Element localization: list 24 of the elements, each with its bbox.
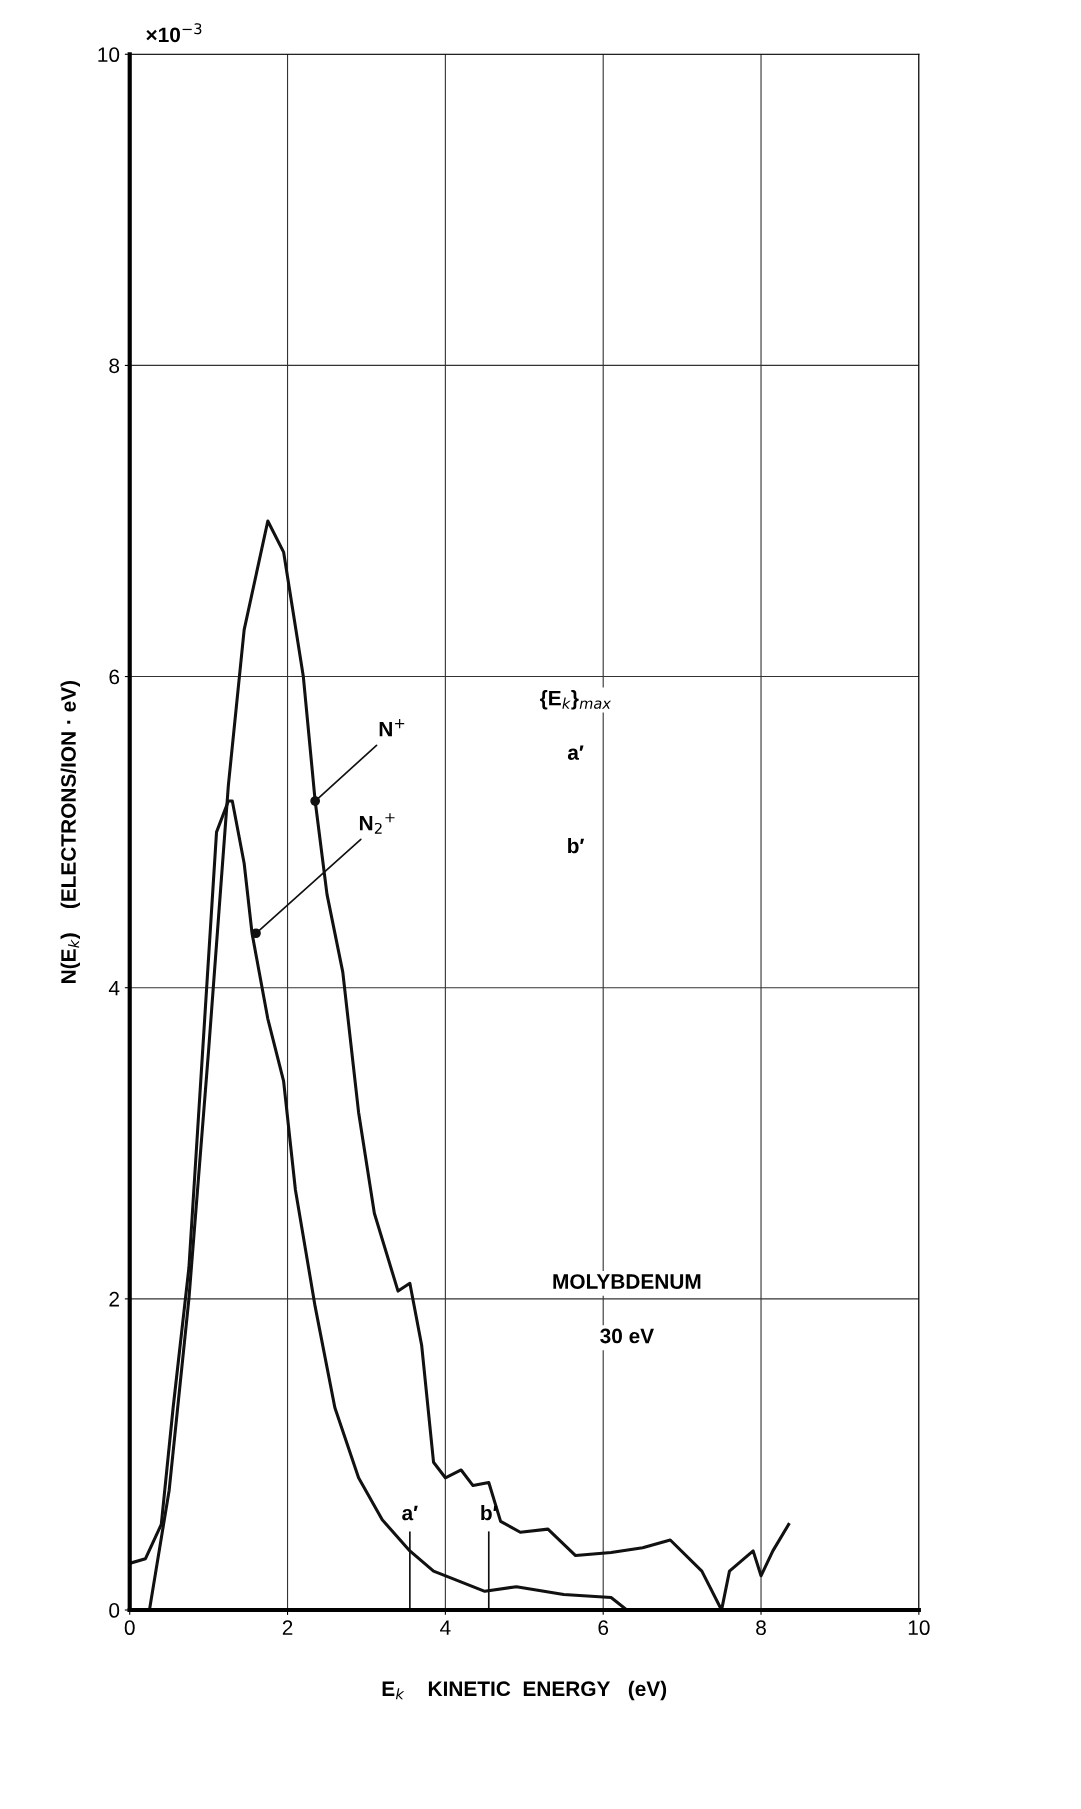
x-tick-label: 8 — [756, 1620, 766, 1636]
y-tick-label: 8 — [109, 358, 120, 374]
y-axis-title: N(E$_{k}$) (ELECTRONS/ION · eV) — [60, 681, 80, 983]
y-tick-label: 2 — [109, 1291, 119, 1307]
x-tick-label: 10 — [908, 1620, 930, 1636]
annotation: a′ — [567, 745, 584, 760]
ref-line-label: a′ — [402, 1505, 418, 1521]
x-tick-label: 4 — [440, 1620, 451, 1635]
annotation: 30 eV — [600, 1328, 654, 1344]
x-tick-label: 0 — [124, 1620, 135, 1636]
y-tick-label: 0 — [109, 1603, 120, 1618]
annotation: N$^{+}$ — [379, 719, 405, 737]
ref-line-label: b′ — [481, 1505, 498, 1521]
y-tick-label: 4 — [108, 980, 120, 996]
annotation: MOLYBDENUM — [553, 1274, 701, 1289]
x-tick-label: 2 — [282, 1620, 293, 1635]
annotation: N$_{2}$$^{+}$ — [359, 813, 395, 834]
x-tick-label: 6 — [598, 1620, 609, 1636]
y-tick-label: 6 — [109, 669, 120, 685]
y-tick-label: 10 — [98, 47, 120, 63]
annotation: b′ — [568, 837, 585, 854]
text: E$_{k}$ KINETIC ENERGY (eV) — [382, 1680, 667, 1701]
annotation: {E$_{k}$}$_{max}$ — [539, 690, 612, 710]
text: ×10$^{−3}$ — [146, 23, 202, 43]
